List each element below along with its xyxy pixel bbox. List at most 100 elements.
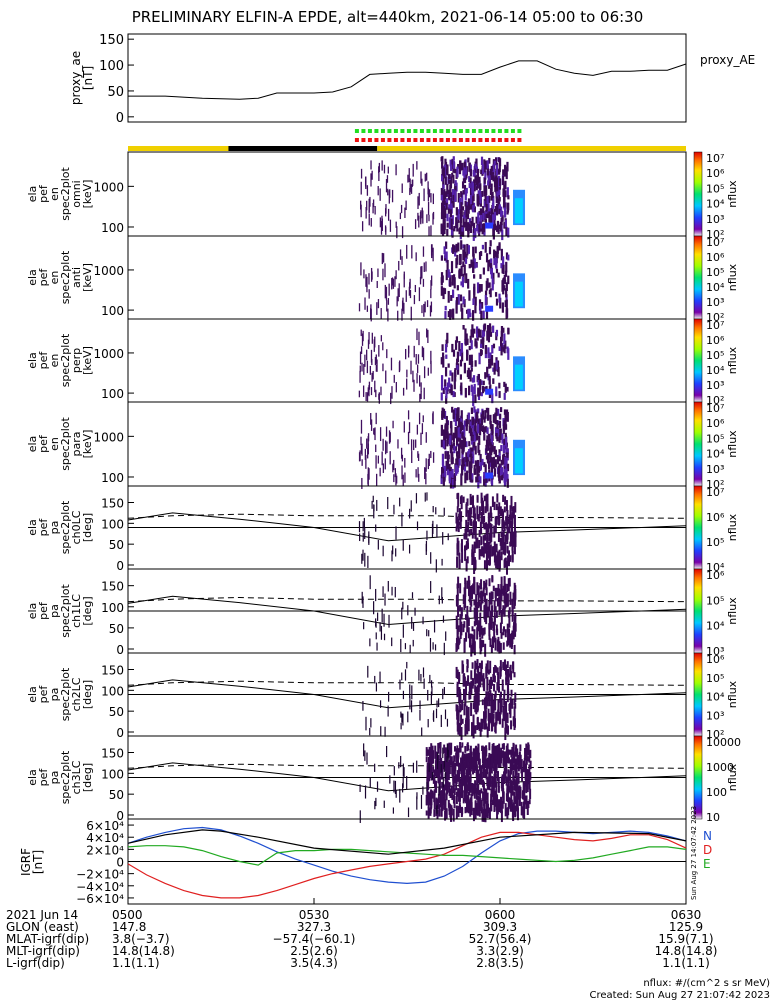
pa-spectrogram-2-flux-cell (429, 674, 431, 683)
pa-spectrogram-1-flux-cell (375, 621, 377, 628)
spectrogram-4-flux-cell (479, 418, 482, 427)
pa-spectrogram-3-flux-cell (490, 788, 493, 802)
spectrogram-2-flux-cell (479, 303, 482, 314)
pa-spectrogram-2-flux-cell (477, 665, 480, 679)
pa-spectrogram-2-flux-cell (442, 688, 444, 700)
spectrogram-2-flux-cell (470, 259, 473, 268)
pa-spectrogram-1-antilosscone-line (127, 596, 687, 603)
spectrogram-4-flux-cell (430, 450, 432, 459)
spectrogram-2-flux-cell (474, 296, 477, 306)
pa-spectrogram-3-flux-cell (496, 770, 499, 779)
spectrogram-1-ylabel-line: ela (26, 186, 39, 203)
pa-spectrogram-3-flux-cell (440, 795, 443, 808)
spectrogram-3-flux-cell (420, 391, 422, 400)
ephemeris-row-label: L-igrf(dip) (6, 956, 65, 970)
page-title: PRELIMINARY ELFIN-A EPDE, alt=440km, 202… (131, 8, 644, 26)
spectrogram-3-flux-cell (441, 352, 445, 358)
spectrogram-1-flux-cell (405, 200, 407, 211)
pa-spectrogram-1-flux-cell (499, 622, 502, 634)
pa-spectrogram-0-flux-cell (457, 492, 460, 507)
spectrogram-3-flux-cell (480, 392, 483, 397)
spectrogram-2-flux-cell (409, 289, 412, 299)
pa-spectrogram-0-flux-cell (503, 522, 506, 532)
pa-spectrogram-3-flux-cell (434, 745, 437, 759)
pa-spectrogram-0-flux-cell (502, 542, 505, 552)
spectrogram-2-flux-cell (413, 295, 416, 305)
pa-spectrogram-2-flux-cell (460, 726, 463, 741)
spectrogram-3-flux-cell (406, 378, 408, 390)
spectrogram-3-flux-cell (476, 326, 479, 338)
spectrogram-2-flux-cell (499, 297, 502, 309)
spectrogram-2-flux-cell (505, 288, 508, 298)
pa-spectrogram-2-flux-cell (474, 725, 477, 734)
spectrogram-1-flux-cell (456, 166, 459, 174)
spectrogram-4-flux-cell (504, 436, 508, 447)
spectrogram-2-flux-cell (358, 303, 361, 312)
pa-spectrogram-1-flux-cell (391, 637, 393, 647)
spectrogram-4-flux-cell (464, 472, 467, 484)
pa-spectrogram-3-ytick-label: 0 (116, 809, 124, 823)
pa-spectrogram-3-flux-cell (359, 784, 361, 792)
pa-spectrogram-1-flux-cell (464, 577, 467, 584)
spectrogram-1-flux-cell (399, 212, 402, 220)
spectrogram-4-flux-cell (471, 478, 474, 483)
pa-spectrogram-0-flux-cell (486, 558, 489, 569)
pa-spectrogram-1-flux-cell (422, 616, 424, 625)
spectrogram-2-flux-cell (457, 294, 460, 305)
pa-spectrogram-3-flux-cell (458, 780, 461, 786)
pa-spectrogram-3-flux-cell (450, 742, 453, 754)
spectrogram-3-flux-cell (417, 354, 420, 364)
spectrogram-4-flux-cell (422, 415, 424, 423)
spectrogram-1-flux-cell (501, 229, 504, 241)
science-zone-marker-green (458, 129, 463, 133)
spectrogram-4-flux-cell (455, 409, 459, 422)
pa-spectrogram-3-flux-cell (435, 781, 438, 793)
pa-spectrogram-0-flux-cell (373, 504, 375, 519)
pa-spectrogram-3-flux-cell (492, 783, 495, 798)
pa-spectrogram-2-flux-cell (427, 689, 429, 701)
spectrogram-1-flux-cell (449, 209, 453, 218)
pa-spectrogram-3-ytick-label: 100 (101, 767, 124, 781)
pa-spectrogram-3-flux-cell (483, 803, 486, 812)
spectrogram-3-flux-cell (503, 392, 506, 400)
pa-spectrogram-3-flux-cell (452, 760, 455, 773)
pa-spectrogram-3-ylabel-line: ela (26, 769, 39, 786)
pa-spectrogram-0-flux-cell (464, 545, 467, 551)
spectrogram-2-flux-cell (377, 268, 379, 278)
pa-spectrogram-1-ytick-label: 0 (116, 643, 124, 657)
spectrogram-1-flux-cell (497, 198, 500, 207)
spectrogram-3-flux-cell (447, 363, 450, 368)
spectrogram-4-flux-cell (497, 465, 500, 477)
spectrogram-1-flux-cell (504, 219, 507, 228)
pa-spectrogram-0-flux-cell (476, 494, 479, 501)
pa-spectrogram-0-flux-cell (416, 521, 419, 531)
pa-spectrogram-1-flux-cell (504, 629, 507, 638)
spectrogram-1-ylabel-line: [keV] (81, 180, 94, 209)
pa-spectrogram-3-flux-cell (475, 793, 478, 800)
pa-spectrogram-1-flux-cell (490, 612, 493, 623)
spectrogram-2-flux-cell (469, 312, 472, 318)
spectrogram-1-flux-cell (441, 162, 444, 169)
pa-spectrogram-0-colorbar-label: nflux (726, 513, 739, 541)
spectrogram-2-flux-cell (473, 274, 476, 279)
spectrogram-1-flux-cell (446, 183, 449, 194)
pa-spectrogram-2-flux-cell (401, 713, 403, 723)
spectrogram-1-flux-cell (468, 223, 471, 230)
spectrogram-1-flux-cell (473, 184, 476, 192)
pa-spectrogram-0-flux-cell (432, 520, 434, 534)
pa-spectrogram-1-flux-cell (506, 583, 509, 593)
spectrogram-3-flux-cell (390, 392, 392, 405)
spectrogram-3-flux-cell (454, 340, 458, 350)
spectrogram-1-flux-cell (454, 184, 457, 193)
igrf-ytick-label: 6×10⁴ (86, 819, 124, 833)
spectrogram-4-flux-cell (498, 449, 501, 456)
spectrogram-3-flux-cell (471, 324, 474, 333)
pa-spectrogram-3-flux-cell (364, 785, 367, 799)
pa-spectrogram-0-flux-cell (497, 506, 500, 520)
spectrogram-3-flux-cell (468, 345, 471, 351)
pa-spectrogram-3-flux-cell (504, 803, 507, 817)
proxy-ae-frame (127, 33, 687, 123)
pa-spectrogram-0-flux-cell (488, 518, 491, 525)
spectrogram-3-flux-cell (489, 326, 492, 335)
spectrogram-4-flux-cell (389, 451, 391, 465)
